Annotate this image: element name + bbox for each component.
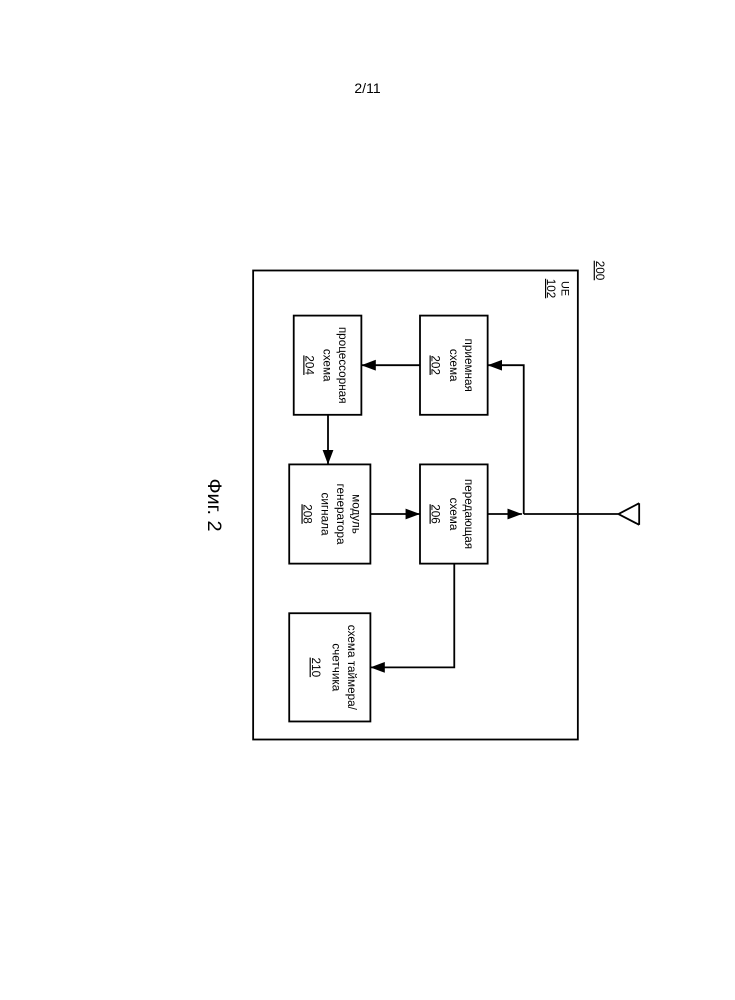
node-tx-line2: схема bbox=[447, 498, 460, 531]
node-gen-line2: генератора bbox=[334, 483, 347, 545]
node-rx-ref: 202 bbox=[429, 355, 442, 375]
node-tx-line1: передающая bbox=[462, 479, 475, 549]
node-gen-line1: модуль bbox=[349, 494, 362, 534]
page: 2/11 200 UE 102 приемна bbox=[0, 0, 735, 1000]
antenna-icon bbox=[578, 503, 639, 525]
node-gen-line3: сигнала bbox=[319, 493, 332, 537]
node-tx-ref: 206 bbox=[429, 504, 442, 524]
node-timer-line1: схема таймера/ bbox=[345, 625, 358, 711]
node-rx-line1: приемная bbox=[462, 339, 475, 392]
outer-ref-label: 200 bbox=[593, 261, 606, 281]
edge-tx-to-timer bbox=[370, 564, 454, 668]
ue-label: UE bbox=[559, 281, 571, 296]
diagram-container: 200 UE 102 приемная схема 202 процессор bbox=[90, 225, 650, 685]
node-rx-line2: схема bbox=[447, 349, 460, 382]
page-number: 2/11 bbox=[0, 80, 735, 96]
node-rx: приемная схема 202 bbox=[420, 316, 488, 415]
node-proc-line2: схема bbox=[320, 349, 333, 382]
diagram-svg: 200 UE 102 приемная схема 202 процессор bbox=[190, 225, 650, 785]
node-proc: процессорная схема 204 bbox=[294, 316, 362, 415]
node-tx: передающая схема 206 bbox=[420, 464, 488, 563]
figure-label: Фиг. 2 bbox=[203, 478, 225, 531]
node-timer-ref: 210 bbox=[309, 658, 322, 678]
edge-bus-to-rx bbox=[488, 365, 524, 514]
node-proc-ref: 204 bbox=[302, 355, 315, 375]
node-gen: модуль генератора сигнала 208 bbox=[289, 464, 370, 563]
node-gen-ref: 208 bbox=[301, 504, 314, 524]
node-proc-line1: процессорная bbox=[336, 327, 349, 404]
ue-ref: 102 bbox=[544, 279, 557, 299]
node-timer-line2: счетчика bbox=[330, 643, 343, 691]
node-timer: схема таймера/ счетчика 210 bbox=[289, 613, 370, 721]
